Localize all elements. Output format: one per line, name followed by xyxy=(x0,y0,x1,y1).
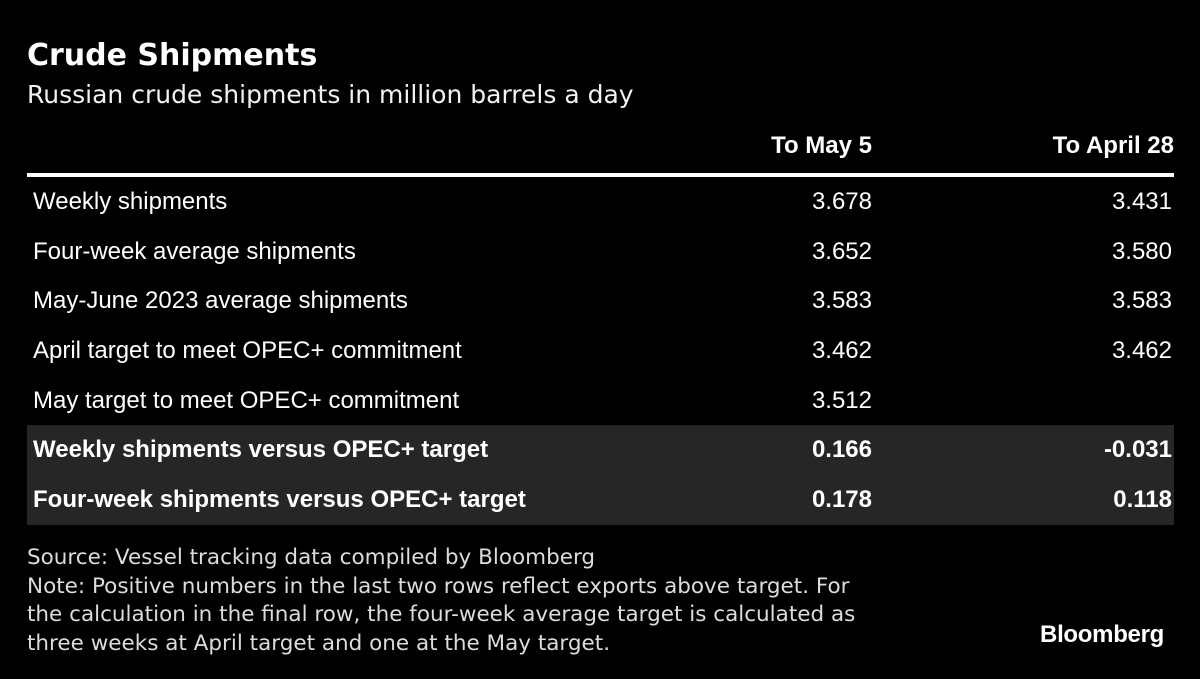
row-label: May-June 2023 average shipments xyxy=(33,287,408,315)
cell-may-5: 0.166 xyxy=(811,436,872,464)
table-row: Four-week average shipments 3.652 3.580 xyxy=(27,227,1174,277)
table-row: May-June 2023 average shipments 3.583 3.58… xyxy=(27,276,1174,326)
column-header-may-5: To May 5 xyxy=(771,132,872,159)
table-row: Weekly shipments versus OPEC+ target 0.16… xyxy=(27,425,1174,476)
cell-may-5: 3.583 xyxy=(811,287,872,315)
cell-april-28: 3.580 xyxy=(1111,237,1172,265)
source-line: Source: Vessel tracking data compiled by… xyxy=(27,545,596,570)
cell-april-28: 3.583 xyxy=(1111,287,1172,315)
table-row: Four-week shipments versus OPEC+ target 0… xyxy=(27,475,1174,525)
table-row: Weekly shipments 3.678 3.431 xyxy=(27,177,1174,227)
table-header: To May 5 To April 28 xyxy=(27,130,1174,173)
header-divider xyxy=(27,173,1174,177)
cell-may-5: 0.178 xyxy=(811,486,872,514)
cell-april-28: 3.431 xyxy=(1111,188,1172,215)
cell-may-5: 3.652 xyxy=(811,237,872,265)
chart-subtitle: Russian crude shipments in million barre… xyxy=(27,80,634,109)
cell-may-5: 3.678 xyxy=(811,188,872,215)
row-label: Weekly shipments versus OPEC+ target xyxy=(33,436,489,464)
row-label: Four-week average shipments xyxy=(33,237,356,265)
source-note: Source: Vessel tracking data compiled by… xyxy=(27,544,1027,658)
cell-may-5: 3.462 xyxy=(811,337,872,365)
chart-title: Crude Shipments xyxy=(27,38,318,73)
row-label: April target to meet OPEC+ commitment xyxy=(33,337,462,365)
cell-april-28: 3.462 xyxy=(1111,337,1172,365)
bloomberg-logo: Bloomberg xyxy=(1040,621,1164,648)
note-line: three weeks at April target and one at t… xyxy=(27,630,611,656)
row-label: Weekly shipments xyxy=(33,188,228,215)
cell-april-28: -0.031 xyxy=(1103,436,1172,464)
table-row: May target to meet OPEC+ commitment 3.512 xyxy=(27,376,1174,426)
cell-april-28: 0.118 xyxy=(1113,486,1172,514)
note-line: the calculation in the final row, the fo… xyxy=(27,602,856,627)
shipments-table: To May 5 To April 28 Weekly shipments 3.6… xyxy=(27,130,1174,525)
column-header-april-28: To April 28 xyxy=(1052,132,1174,159)
table-row: April target to meet OPEC+ commitment 3.4… xyxy=(27,326,1174,376)
row-label: May target to meet OPEC+ commitment xyxy=(33,386,460,414)
note-line: Note: Positive numbers in the last two r… xyxy=(27,573,850,599)
cell-may-5: 3.512 xyxy=(811,386,872,414)
table-body: Weekly shipments 3.678 3.431 Four-week aver… xyxy=(27,177,1174,525)
row-label: Four-week shipments versus OPEC+ target xyxy=(33,486,526,514)
